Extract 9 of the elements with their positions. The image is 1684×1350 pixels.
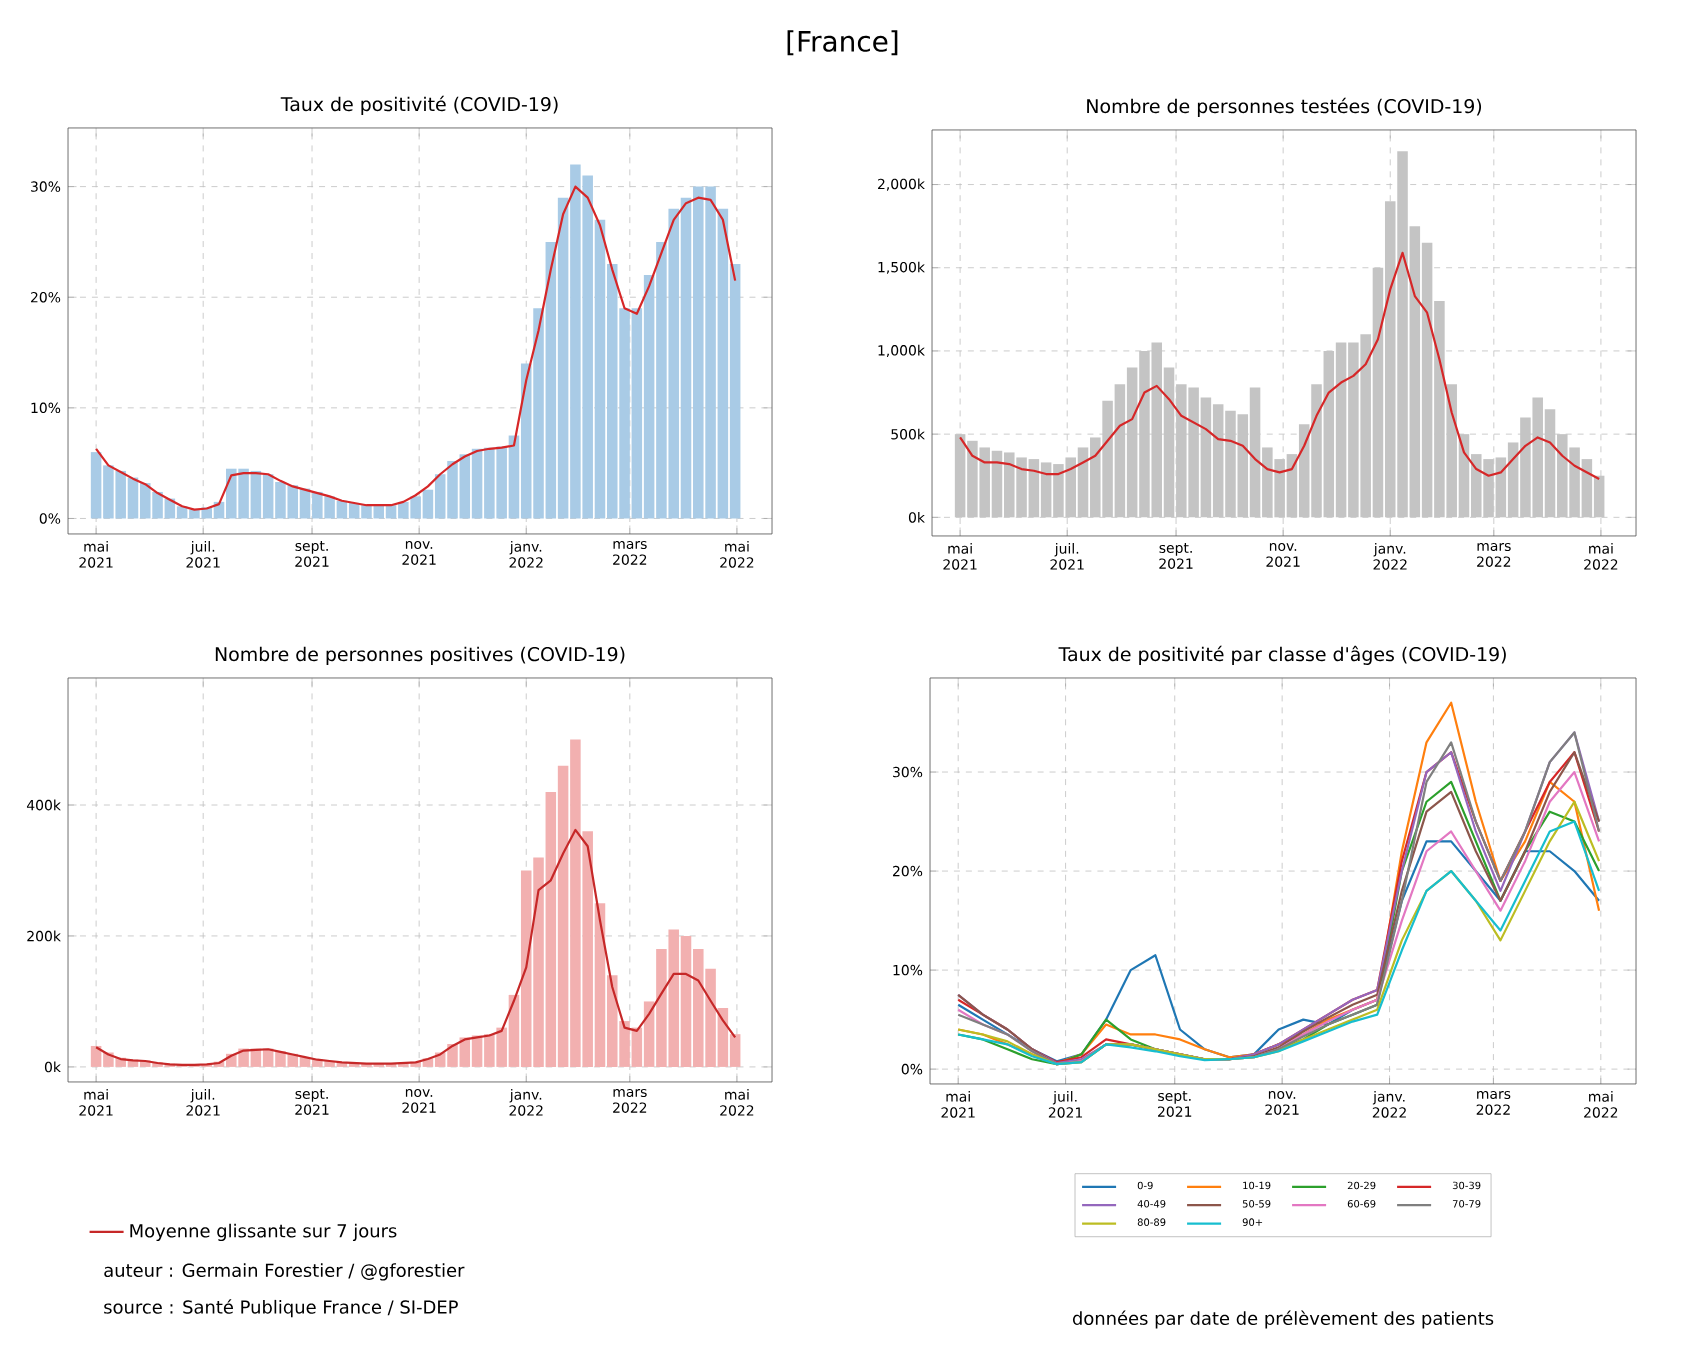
chart-title: Taux de positivité par classe d'âges (COVID-19) [1058, 645, 1506, 665]
text: auteur : Germain Forestier / @gforestier [104, 1263, 465, 1281]
text: [France] [787, 30, 898, 56]
text: données par date de prélèvement des patients [1072, 1310, 1494, 1329]
chart-title: Nombre de personnes positives (COVID-19) [215, 646, 625, 665]
source-note: source : Santé Publique France / SI-DEP [104, 1299, 458, 1318]
chart-title: Taux de positivité (COVID-19) [280, 95, 558, 115]
chart-title: Nombre de personnes testées (COVID-19) [1087, 97, 1482, 117]
legend-label: Moyenne glissante sur 7 jours [130, 1223, 397, 1241]
